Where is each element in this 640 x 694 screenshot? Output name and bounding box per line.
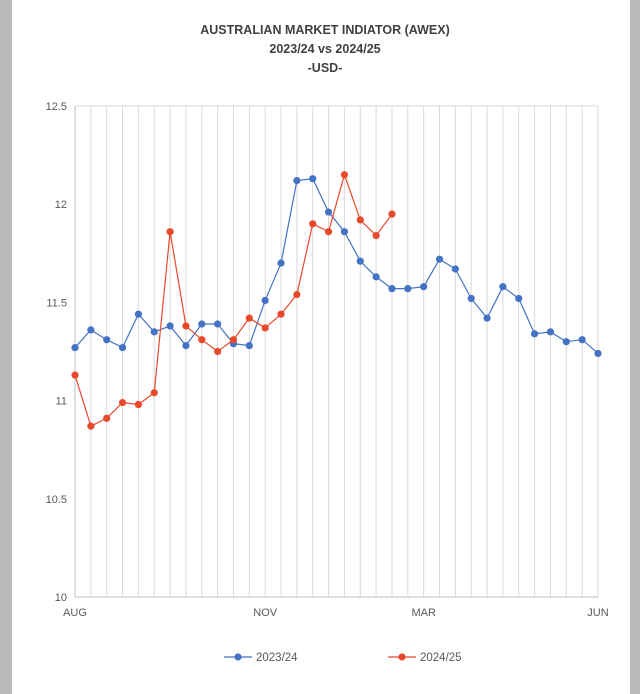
series-line [74,178,599,354]
data-point [134,400,142,409]
y-tick-label: 10 [55,592,67,604]
data-point [71,371,79,379]
data-point [293,290,301,299]
data-point [214,347,222,356]
data-point [388,285,396,293]
data-point [324,208,333,216]
x-tick-label: AUG [63,607,87,619]
data-point [404,285,412,293]
data-point [87,422,95,430]
series-2024-25 [71,171,396,430]
y-tick-label: 12 [55,199,67,211]
data-point [594,349,602,358]
data-point [451,265,459,273]
data-point [467,294,475,303]
data-point [245,342,253,350]
data-point [340,228,349,236]
x-tick-label: MAR [411,607,436,619]
data-point [229,336,238,344]
axes: 12.5 12 11.5 11 10.5 10 AUG NOV MAR JUN [46,101,609,619]
data-point [214,320,222,328]
data-point [261,324,269,332]
data-point [118,343,127,352]
data-point [71,343,79,352]
data-point [150,389,158,397]
data-point [87,326,95,334]
data-point [578,336,586,344]
data-point [340,171,349,179]
x-tick-label: NOV [253,607,278,619]
data-point [293,177,301,185]
legend-item: 2024/25 [388,652,462,664]
chart-subtitle: 2023/24 vs 2024/25 [269,42,380,56]
data-point [435,255,444,263]
x-tick-label: JUN [587,607,608,619]
data-point [261,296,269,305]
data-point [515,294,523,303]
data-point [372,273,380,281]
y-tick-label: 11 [56,396,67,408]
data-point [103,336,111,344]
data-point [356,216,364,224]
data-point [150,328,158,336]
data-point [309,175,317,183]
data-point [118,398,127,407]
data-point [324,228,333,236]
legend-marker [398,653,406,661]
chart-currency: -USD- [308,61,343,75]
data-point [277,310,285,318]
data-point [531,330,539,338]
series-layer [71,171,602,430]
gridlines [74,105,599,597]
data-point [356,257,364,265]
data-point [182,342,190,350]
data-point [103,414,111,422]
chart-title: AUSTRALIAN MARKET INDIATOR (AWEX) [200,23,450,37]
legend-label: 2024/25 [420,652,462,664]
data-point [182,322,190,330]
data-point [309,220,317,228]
legend-marker [234,653,242,661]
data-point [483,314,491,322]
line-chart: AUSTRALIAN MARKET INDIATOR (AWEX) 2023/2… [46,23,609,664]
data-point [166,322,174,330]
data-point [562,338,570,346]
y-tick-label: 11.5 [46,297,67,309]
data-point [134,310,142,318]
series-2023-24 [71,175,602,358]
legend-label: 2023/24 [256,652,298,664]
chart-frame: AUSTRALIAN MARKET INDIATOR (AWEX) 2023/2… [12,0,630,694]
data-point [388,210,396,218]
data-point [420,283,428,291]
data-point [277,259,285,267]
data-point [198,320,206,328]
data-point [166,228,174,236]
data-point [198,336,206,344]
data-point [372,232,380,240]
data-point [499,283,507,291]
data-point [245,314,253,322]
y-tick-label: 10.5 [46,494,67,506]
legend-item: 2023/24 [224,652,298,664]
y-tick-label: 12.5 [46,101,67,113]
legend: 2023/24 2024/25 [224,652,462,664]
data-point [546,328,555,336]
